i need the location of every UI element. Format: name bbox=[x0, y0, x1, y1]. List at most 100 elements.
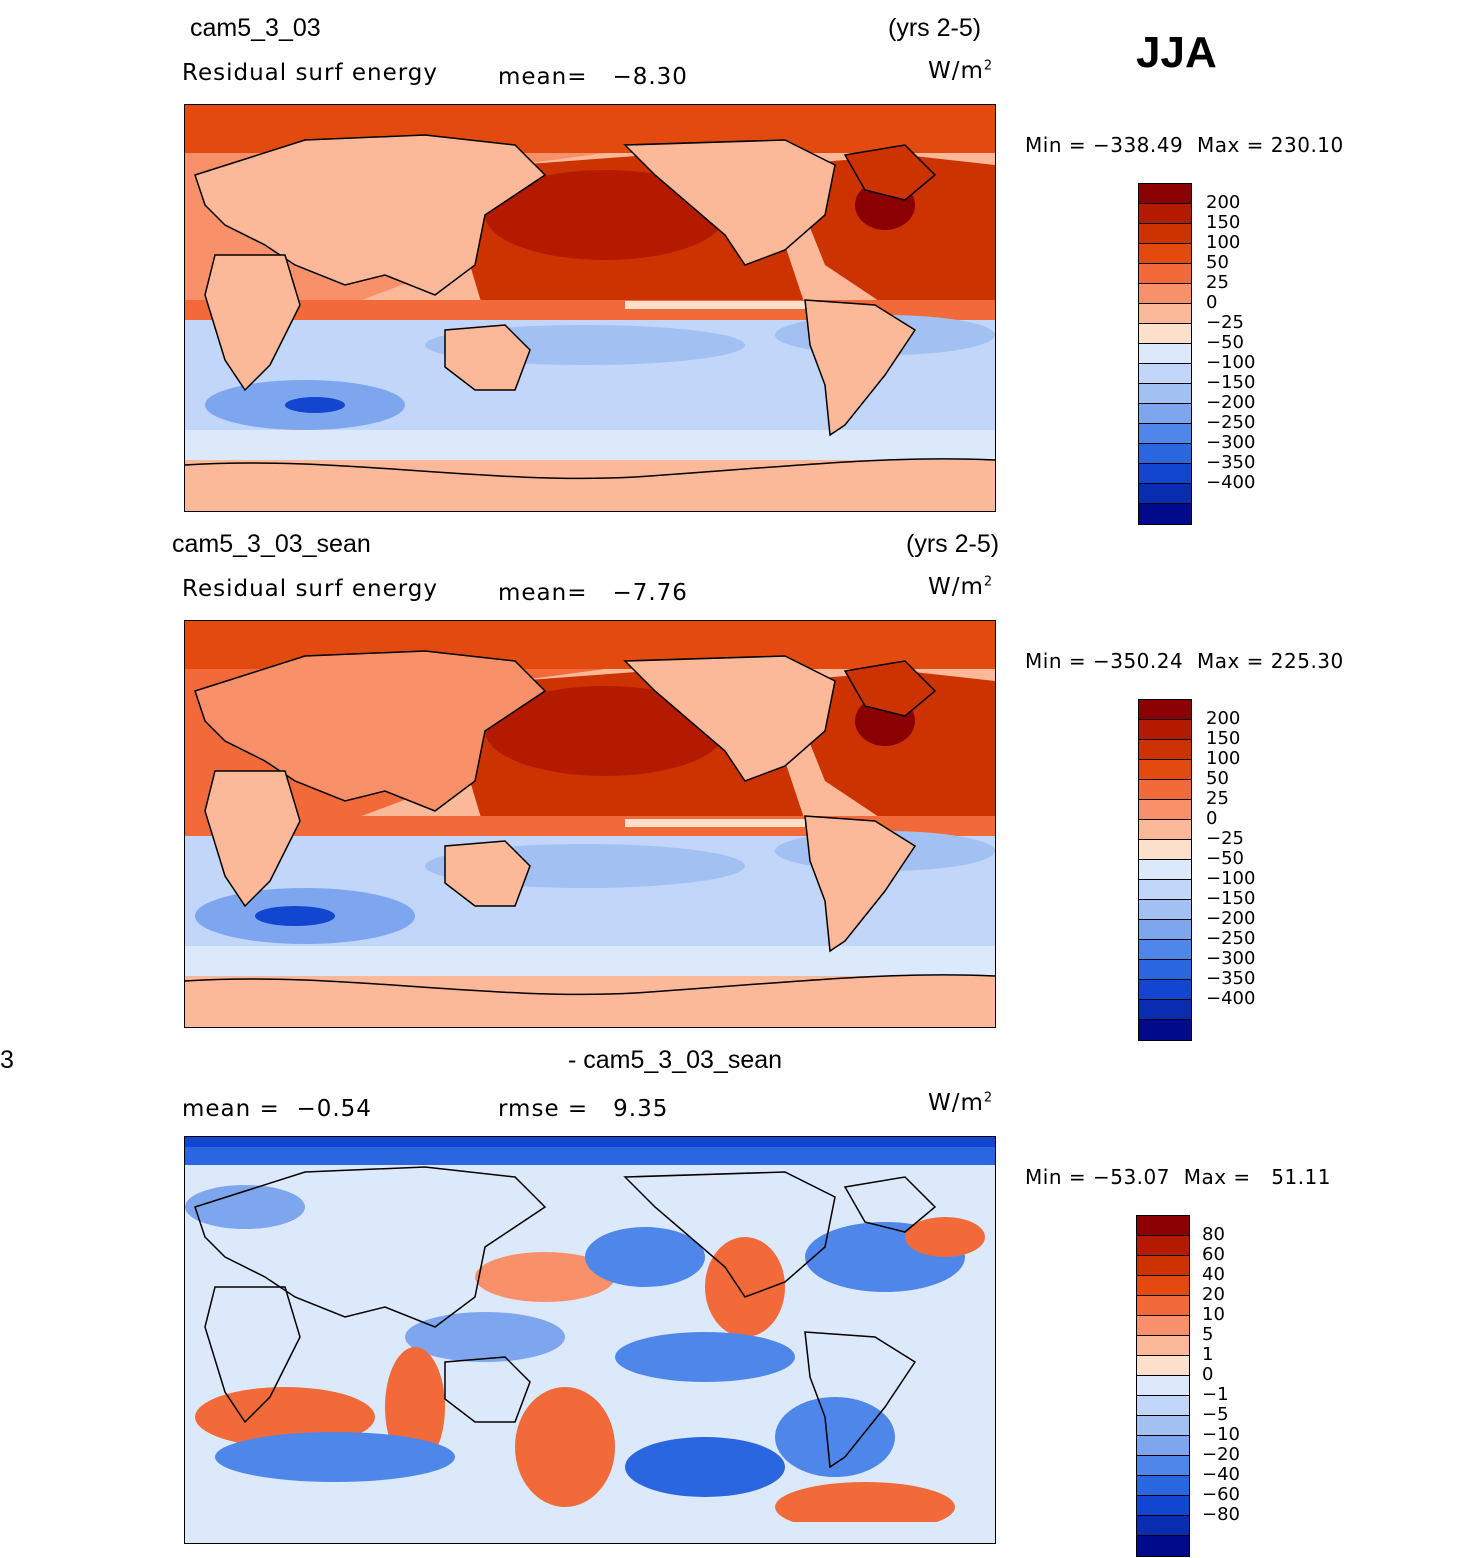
colorbar-level-label: −350 bbox=[1206, 452, 1256, 473]
colorbar-swatch bbox=[1139, 880, 1191, 900]
colorbar-level-label: −50 bbox=[1206, 848, 1244, 869]
colorbar-level-label: 1 bbox=[1202, 1344, 1214, 1365]
colorbar-level-label: 50 bbox=[1206, 768, 1229, 789]
colorbar-swatch bbox=[1139, 464, 1191, 484]
panel1-mean: mean= −8.30 bbox=[498, 64, 688, 90]
panel3-map bbox=[184, 1136, 996, 1544]
colorbar-swatch bbox=[1137, 1336, 1189, 1356]
colorbar-swatch bbox=[1139, 204, 1191, 224]
colorbar-level-label: −300 bbox=[1206, 948, 1256, 969]
colorbar-level-label: −80 bbox=[1202, 1504, 1240, 1525]
colorbar-swatch bbox=[1139, 424, 1191, 444]
colorbar-swatch bbox=[1139, 700, 1191, 720]
colorbar-level-label: −40 bbox=[1202, 1464, 1240, 1485]
colorbar-swatch bbox=[1139, 920, 1191, 940]
panel1-colorbar bbox=[1138, 183, 1192, 525]
colorbar-swatch bbox=[1137, 1296, 1189, 1316]
colorbar-level-label: −300 bbox=[1206, 432, 1256, 453]
panel1-years: (yrs 2-5) bbox=[888, 14, 982, 42]
colorbar-swatch bbox=[1139, 960, 1191, 980]
panel1-map bbox=[184, 104, 996, 512]
colorbar-level-label: 150 bbox=[1206, 728, 1241, 749]
colorbar-level-label: −1 bbox=[1202, 1384, 1229, 1405]
colorbar-level-label: 5 bbox=[1202, 1324, 1214, 1345]
panel3-units: W/m2 bbox=[928, 1090, 994, 1116]
colorbar-swatch bbox=[1139, 244, 1191, 264]
colorbar-swatch bbox=[1139, 304, 1191, 324]
colorbar-swatch bbox=[1137, 1316, 1189, 1336]
colorbar-swatch bbox=[1139, 324, 1191, 344]
colorbar-swatch bbox=[1137, 1236, 1189, 1256]
colorbar-swatch bbox=[1139, 444, 1191, 464]
colorbar-level-label: −50 bbox=[1206, 332, 1244, 353]
colorbar-level-label: −150 bbox=[1206, 888, 1256, 909]
panel2-colorbar-labels: 200 150 100 50 25 0 −25 −50 −100 −150 −200 −250 −300… bbox=[1206, 709, 1255, 1009]
panel2-years: (yrs 2-5) bbox=[906, 530, 1000, 558]
colorbar-swatch bbox=[1139, 364, 1191, 384]
colorbar-level-label: 25 bbox=[1206, 272, 1229, 293]
colorbar-swatch bbox=[1139, 820, 1191, 840]
colorbar-swatch bbox=[1139, 264, 1191, 284]
colorbar-swatch bbox=[1139, 720, 1191, 740]
colorbar-swatch bbox=[1137, 1536, 1189, 1556]
colorbar-level-label: 100 bbox=[1206, 232, 1241, 253]
panel3-rmse: rmse = 9.35 bbox=[498, 1096, 669, 1122]
colorbar-swatch bbox=[1139, 224, 1191, 244]
panel3-mean: mean = −0.54 bbox=[182, 1096, 372, 1122]
colorbar-level-label: −25 bbox=[1206, 828, 1244, 849]
colorbar-level-label: 150 bbox=[1206, 212, 1241, 233]
season-title: JJA bbox=[1136, 28, 1217, 77]
panel1-minmax: Min = −338.49 Max = 230.10 bbox=[1025, 133, 1344, 157]
colorbar-swatch bbox=[1139, 344, 1191, 364]
colorbar-swatch bbox=[1137, 1456, 1189, 1476]
colorbar-level-label: 100 bbox=[1206, 748, 1241, 769]
colorbar-level-label: −250 bbox=[1206, 928, 1256, 949]
colorbar-level-label: 200 bbox=[1206, 708, 1241, 729]
colorbar-level-label: 10 bbox=[1202, 1304, 1225, 1325]
panel1-units: W/m2 bbox=[928, 58, 994, 84]
colorbar-swatch bbox=[1139, 780, 1191, 800]
colorbar-swatch bbox=[1137, 1276, 1189, 1296]
colorbar-swatch bbox=[1139, 980, 1191, 1000]
colorbar-swatch bbox=[1139, 940, 1191, 960]
panel2-minmax: Min = −350.24 Max = 225.30 bbox=[1025, 649, 1344, 673]
colorbar-swatch bbox=[1137, 1376, 1189, 1396]
panel3-minmax: Min = −53.07 Max = 51.11 bbox=[1025, 1165, 1332, 1189]
colorbar-swatch bbox=[1139, 1000, 1191, 1020]
colorbar-level-label: −350 bbox=[1206, 968, 1256, 989]
colorbar-swatch bbox=[1139, 740, 1191, 760]
colorbar-level-label: −100 bbox=[1206, 352, 1256, 373]
colorbar-level-label: −400 bbox=[1206, 472, 1256, 493]
colorbar-swatch bbox=[1137, 1216, 1189, 1236]
colorbar-level-label: −150 bbox=[1206, 372, 1256, 393]
panel3-title: - cam5_3_03_sean bbox=[568, 1046, 783, 1074]
colorbar-swatch bbox=[1137, 1256, 1189, 1276]
colorbar-level-label: 20 bbox=[1202, 1284, 1225, 1305]
colorbar-swatch bbox=[1137, 1356, 1189, 1376]
panel2-colorbar bbox=[1138, 699, 1192, 1041]
colorbar-swatch bbox=[1139, 860, 1191, 880]
colorbar-swatch bbox=[1137, 1396, 1189, 1416]
colorbar-level-label: 50 bbox=[1206, 252, 1229, 273]
colorbar-level-label: 80 bbox=[1202, 1224, 1225, 1245]
colorbar-swatch bbox=[1139, 504, 1191, 524]
colorbar-swatch bbox=[1139, 184, 1191, 204]
colorbar-level-label: −250 bbox=[1206, 412, 1256, 433]
colorbar-level-label: −5 bbox=[1202, 1404, 1229, 1425]
colorbar-swatch bbox=[1137, 1516, 1189, 1536]
colorbar-swatch bbox=[1139, 840, 1191, 860]
colorbar-level-label: −200 bbox=[1206, 908, 1256, 929]
colorbar-swatch bbox=[1139, 384, 1191, 404]
colorbar-level-label: −25 bbox=[1206, 312, 1244, 333]
panel2-variable: Residual surf energy bbox=[182, 576, 439, 602]
colorbar-level-label: 0 bbox=[1202, 1364, 1214, 1385]
colorbar-swatch bbox=[1139, 484, 1191, 504]
colorbar-level-label: 60 bbox=[1202, 1244, 1225, 1265]
colorbar-swatch bbox=[1139, 760, 1191, 780]
colorbar-swatch bbox=[1139, 800, 1191, 820]
colorbar-level-label: −400 bbox=[1206, 988, 1256, 1009]
colorbar-level-label: −100 bbox=[1206, 868, 1256, 889]
panel1-case-name: cam5_3_03 bbox=[190, 14, 321, 42]
colorbar-swatch bbox=[1137, 1436, 1189, 1456]
panel3-left-fragment: 3 bbox=[0, 1046, 14, 1074]
